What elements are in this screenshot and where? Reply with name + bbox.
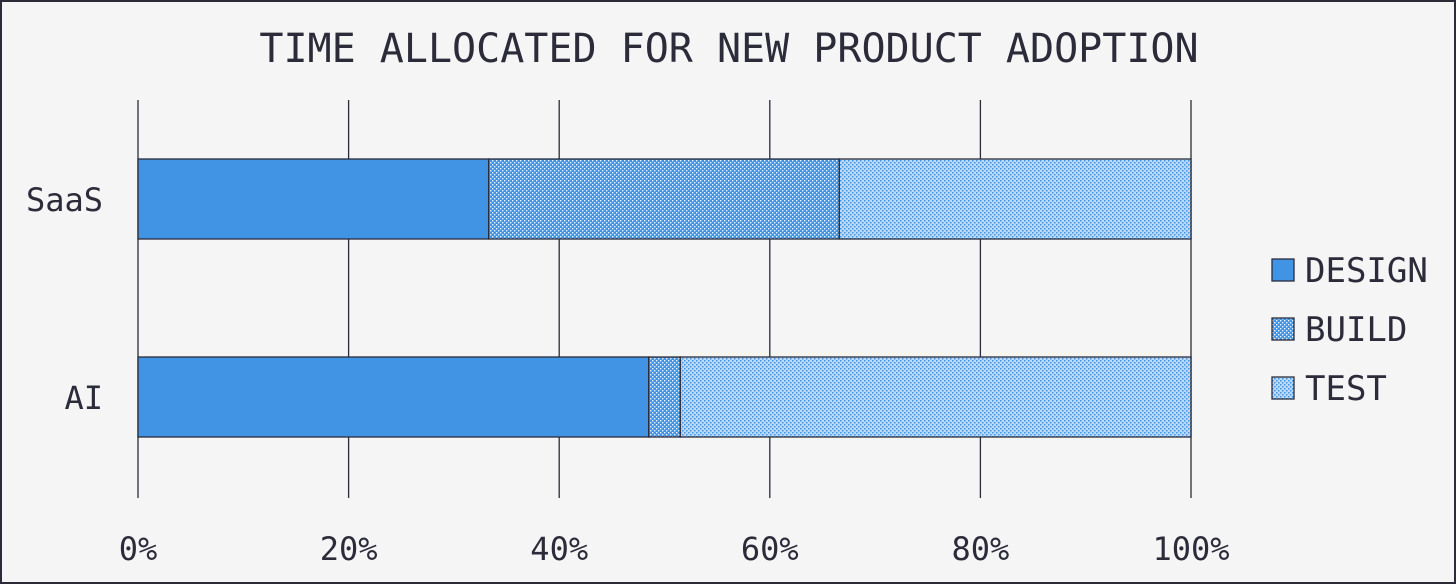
x-tick-label: 60% (741, 530, 799, 568)
bar-segment-design (137, 158, 490, 240)
x-tick-label: 0% (119, 530, 158, 568)
legend-swatch-test (1271, 376, 1295, 400)
x-tick-label: 80% (952, 530, 1010, 568)
bar-segment-test (679, 356, 1192, 438)
y-tick-label: SaaS (26, 181, 103, 219)
legend-swatch-design (1271, 258, 1295, 282)
x-tick-label: 40% (530, 530, 588, 568)
legend-label-build: BUILD (1305, 310, 1407, 350)
legend-label-design: DESIGN (1305, 251, 1428, 291)
bar-segment-test (838, 158, 1192, 240)
y-tick-label: AI (64, 379, 103, 417)
legend-swatch-build (1271, 317, 1295, 341)
bar-segment-build (487, 158, 840, 240)
x-tick-label: 100% (1152, 530, 1229, 568)
chart-title: TIME ALLOCATED FOR NEW PRODUCT ADOPTION (259, 26, 1198, 72)
bar-segment-design (137, 356, 650, 438)
legend-label-test: TEST (1305, 369, 1387, 409)
x-tick-label: 20% (320, 530, 378, 568)
bar-segment-build (648, 356, 681, 438)
